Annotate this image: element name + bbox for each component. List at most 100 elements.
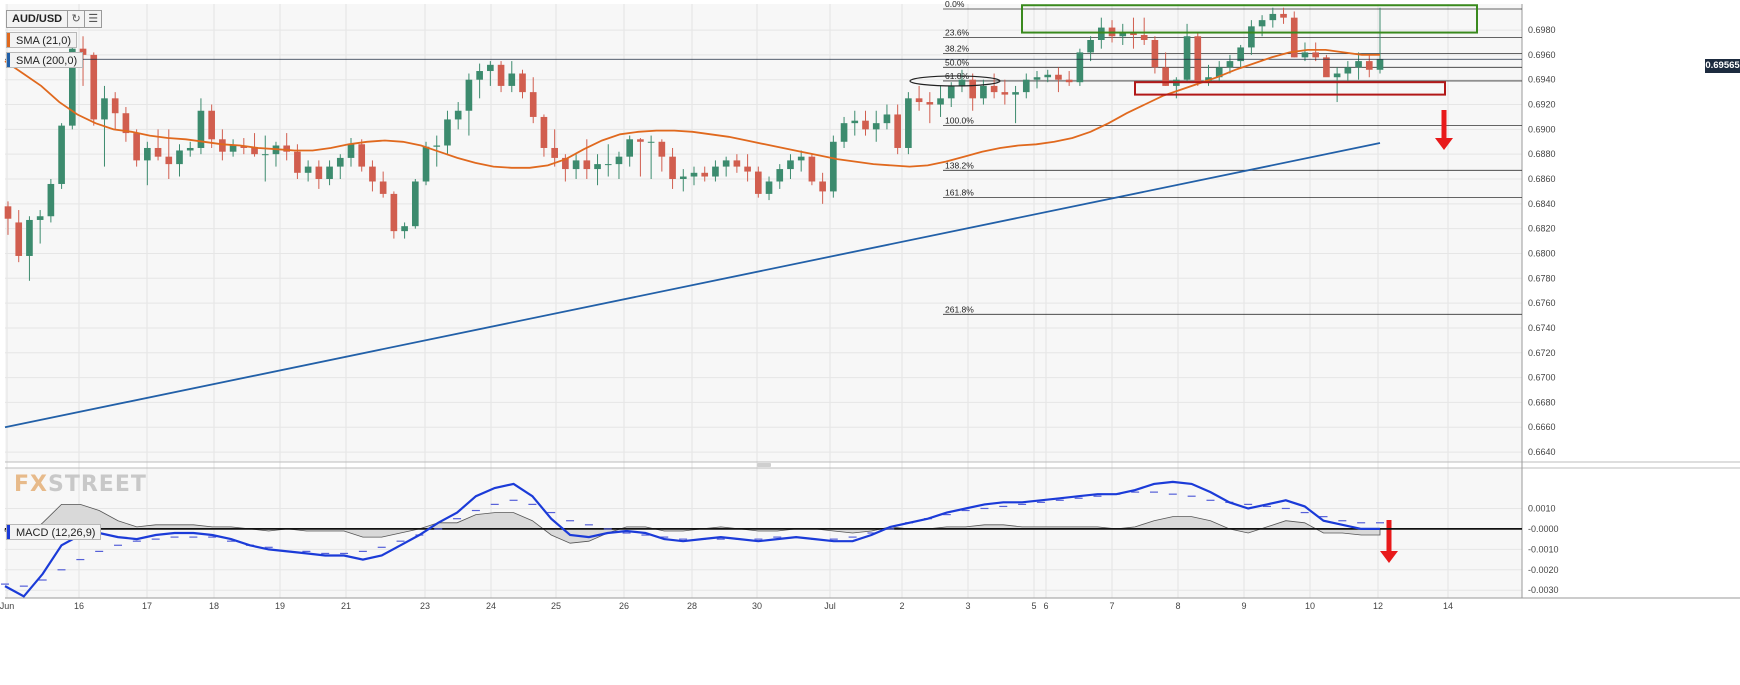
y-tick-label: 0.6880 [1528,149,1556,159]
candle-body [926,102,934,105]
candle-body [304,166,312,173]
x-tick-label: Jun [0,601,14,611]
candle-body [358,144,366,167]
macd-line [4,480,1380,598]
candle-body [454,110,462,120]
candle-body [787,160,794,170]
fxstreet-watermark: FXSTREET [14,472,147,497]
x-tick-label: 10 [1305,601,1315,611]
candle-body [647,141,655,143]
y-tick-label: 0.6660 [1528,422,1556,432]
y-tick-label: 0.6720 [1528,348,1556,358]
sma200-swatch [7,53,10,67]
settings-icon[interactable]: ☰ [84,11,101,27]
candle-body [1022,79,1030,93]
candle-body [79,48,87,55]
x-tick-label: 2 [899,601,904,611]
candle-body [1312,52,1320,58]
candle-body [197,110,205,148]
candle-body [712,166,719,177]
candle-body [905,98,912,148]
candle-body [615,156,623,165]
x-tick-label: 7 [1109,601,1114,611]
sma200-line [4,142,1381,429]
refresh-icon[interactable]: ↻ [67,11,84,27]
macd-y-tick-label: 0.0010 [1528,503,1556,513]
candle-body [433,145,441,147]
candle-body [283,145,291,152]
y-tick-label: 0.6980 [1528,25,1556,35]
candle-body [101,98,108,120]
candle-body [637,139,644,142]
x-tick-label: 14 [1443,601,1453,611]
candle-body [1215,67,1223,78]
candle-body [1269,13,1277,21]
candle-body [1376,59,1384,70]
candle-body [208,110,215,140]
candle-body [1183,36,1191,80]
y-tick-label: 0.6680 [1528,397,1556,407]
candle-body [594,164,601,170]
x-tick-label: 21 [341,601,351,611]
candle-body [58,125,65,184]
price-panel-bg [5,4,1522,462]
x-tick-label: 18 [209,601,219,611]
legend-macd[interactable]: MACD (12,26,9) [6,524,102,540]
candle-body [937,98,944,105]
candle-body [819,181,826,192]
candle-body [476,71,483,80]
support-zone-box [1134,81,1446,96]
bearish-arrow-price-head [1435,138,1453,150]
fib-level-label: 100.0% [945,116,974,126]
candle-body [508,73,516,86]
candle-body [1130,32,1137,36]
candle-body [1033,77,1041,80]
candle-body [229,145,237,152]
candle-body [701,172,709,177]
panel-resize-handle[interactable] [757,463,771,467]
candle-body [840,123,848,142]
candle-body [519,73,526,93]
y-tick-label: 0.6920 [1528,100,1556,110]
candle-body [915,98,923,103]
x-tick-label: 3 [965,601,970,611]
candle-body [154,147,162,157]
candle-body [1355,61,1362,68]
candle-body [572,160,580,170]
x-tick-label: 24 [486,601,496,611]
candle-body [744,166,751,172]
candle-body [1012,92,1019,95]
candle-body [261,154,269,156]
fib-ellipse-marker [909,75,1001,87]
candle-body [251,147,258,155]
symbol-label[interactable]: AUD/USD [12,13,63,25]
candle-body [1226,61,1234,68]
candle-body [990,85,998,93]
candle-body [958,79,966,86]
legend-sma21[interactable]: SMA (21,0) [6,32,78,48]
x-tick-label: 30 [752,601,762,611]
candle-body [776,169,784,182]
x-tick-label: Jul [824,601,836,611]
candle-body [1344,67,1352,74]
candle-body [1280,13,1287,18]
candle-body [497,64,505,86]
macd-y-tick-label: -0.0020 [1528,565,1559,575]
legend-sma200[interactable]: SMA (200,0) [6,52,84,68]
candle-body [176,150,183,165]
candle-body [669,156,676,180]
candle-body [1065,79,1073,83]
candle-body [90,54,98,120]
candle-body [1087,39,1094,53]
fib-level-label: 50.0% [945,57,970,67]
macd-y-tick-label: -0.0010 [1528,544,1559,554]
symbol-selector[interactable]: AUD/USD ↻ ☰ [6,10,103,28]
candle-body [401,226,408,232]
candle-body [347,144,355,158]
legend-sma21-label: SMA (21,0) [16,35,72,47]
y-tick-label: 0.6900 [1528,124,1556,134]
x-tick-label: 12 [1373,601,1383,611]
bearish-arrow-macd-head [1380,551,1398,563]
candle-body [369,166,376,182]
